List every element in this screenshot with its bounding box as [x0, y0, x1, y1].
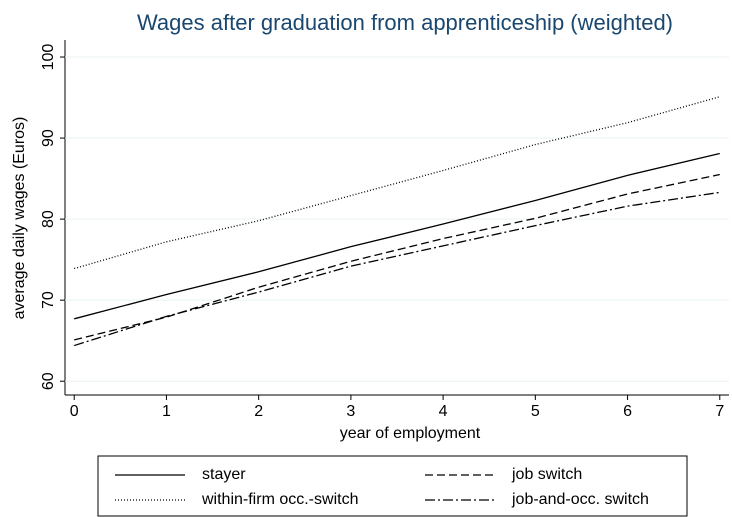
chart-title: Wages after graduation from apprenticesh…: [137, 10, 673, 35]
x-tick-label: 6: [623, 403, 632, 420]
y-tick-label: 70: [40, 291, 57, 309]
series-line: [74, 173, 720, 341]
y-tick-label: 100: [40, 44, 57, 71]
y-tick-label: 60: [40, 372, 57, 390]
x-tick-label: 5: [531, 403, 540, 420]
x-tick-label: 0: [70, 403, 79, 420]
x-tick-label: 3: [346, 403, 355, 420]
x-tick-label: 1: [162, 403, 171, 420]
x-axis-label: year of employment: [340, 425, 481, 442]
y-tick-label: 90: [40, 129, 57, 147]
x-tick-label: 2: [254, 403, 263, 420]
legend-label: within-firm occ.-switch: [201, 491, 358, 508]
legend-box: [97, 455, 688, 517]
series-line: [74, 96, 720, 270]
series-line: [74, 152, 720, 320]
legend-label: stayer: [202, 466, 246, 483]
series-line: [74, 191, 720, 347]
x-tick-label: 4: [439, 403, 448, 420]
legend-label: job-and-occ. switch: [511, 491, 649, 508]
y-tick-label: 80: [40, 210, 57, 228]
y-axis-label: average daily wages (Euros): [11, 117, 28, 320]
legend-label: job switch: [511, 466, 582, 483]
x-tick-label: 7: [715, 403, 724, 420]
